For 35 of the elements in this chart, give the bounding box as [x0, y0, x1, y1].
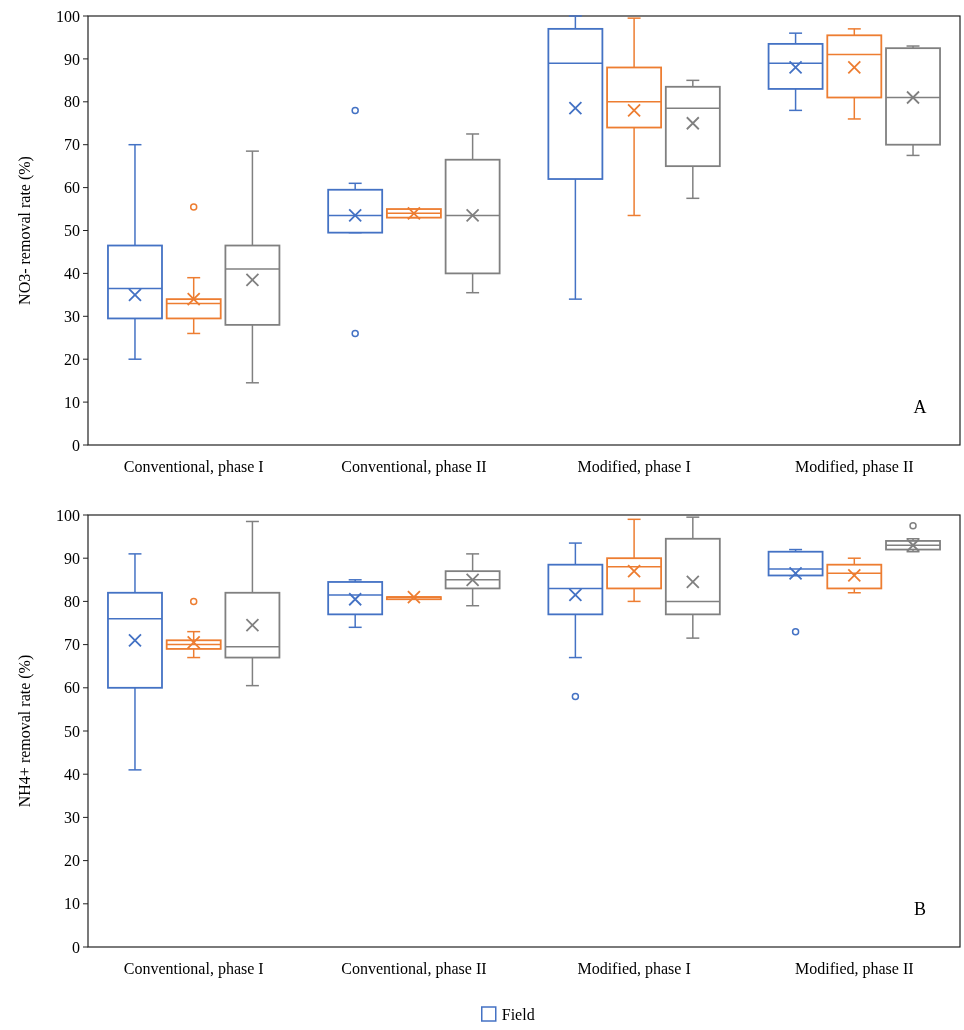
y-tick-label: 70 — [64, 136, 80, 154]
y-tick-label: 30 — [64, 809, 80, 826]
y-tick-label: 10 — [64, 895, 80, 913]
x-tick-label: Conventional, phase I — [123, 458, 264, 476]
y-tick-label: 50 — [64, 722, 80, 740]
x-tick-label: Modified, phase II — [794, 458, 914, 476]
y-axis-title: NO3- removal rate (%) — [16, 156, 34, 305]
annotation: B — [913, 899, 927, 919]
y-tick-label: 100 — [56, 7, 80, 25]
x-tick-label: Conventional, phase II — [341, 960, 487, 978]
y-tick-label: 20 — [64, 350, 80, 368]
x-tick-label: Modified, phase I — [577, 458, 691, 476]
x-tick-label: Conventional, phase I — [123, 960, 264, 978]
y-tick-label: 60 — [64, 679, 80, 697]
y-tick-label: 60 — [64, 179, 80, 197]
x-tick-label: Modified, phase I — [577, 960, 691, 978]
y-tick-label: 90 — [64, 50, 80, 68]
x-tick-label: Modified, phase II — [794, 960, 914, 978]
y-tick-label: 90 — [64, 549, 80, 567]
x-tick-label: Conventional, phase II — [341, 458, 487, 476]
y-tick-label: 50 — [64, 222, 80, 240]
legend-label: Field — [501, 1005, 535, 1023]
y-tick-label: 30 — [64, 307, 80, 325]
y-tick-label: 70 — [64, 636, 80, 654]
y-tick-label: 80 — [64, 93, 80, 111]
y-tick-label: 0 — [72, 938, 80, 956]
y-tick-label: 20 — [64, 852, 80, 870]
y-tick-label: 0 — [72, 436, 80, 454]
y-tick-label: 10 — [64, 393, 80, 411]
y-tick-label: 40 — [64, 265, 80, 282]
y-tick-label: 80 — [64, 593, 80, 610]
y-tick-label: 100 — [56, 506, 80, 524]
y-tick-label: 40 — [64, 765, 80, 783]
annotation: A — [913, 397, 927, 417]
y-axis-title: NH4+ removal rate (%) — [16, 654, 34, 808]
